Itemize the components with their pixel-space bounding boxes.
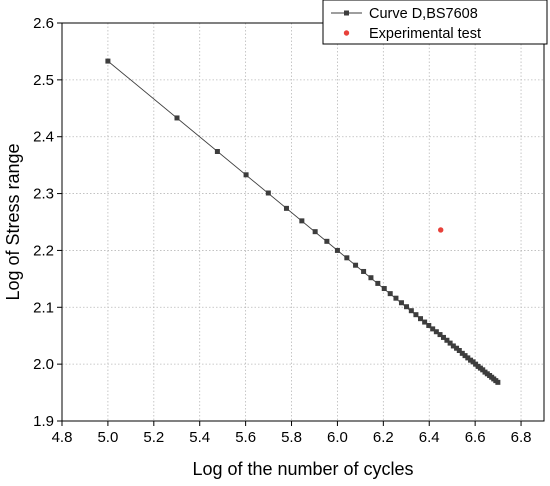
y-axis-ticks: 1.9 2.0 2.1 2.2 2.3 2.4 2.5 2.6 [33, 15, 62, 430]
x-tick-label: 5.6 [235, 429, 256, 446]
curve-d-point [413, 312, 419, 318]
y-tick-label: 2.5 [33, 72, 54, 89]
curve-d-point [456, 347, 462, 353]
x-tick-label: 6.2 [373, 429, 394, 446]
curve-d-point [444, 337, 450, 343]
curve-d-point [422, 319, 428, 325]
y-axis-title: Log of Stress range [3, 143, 23, 300]
curve-d-point [381, 286, 387, 292]
curve-d-point [334, 247, 340, 253]
curve-d-point [433, 329, 439, 335]
series-curve-d-markers [105, 58, 501, 385]
curve-d-point [265, 190, 271, 196]
curve-d-point [214, 148, 220, 154]
y-tick-label: 2.1 [33, 299, 54, 316]
curve-d-point [462, 353, 468, 359]
curve-d-point [324, 238, 330, 244]
x-axis-ticks: 4.8 5.0 5.2 5.4 5.6 5.8 6.0 6.2 6.4 6.6 6.8 [52, 421, 532, 446]
curve-d-point [375, 280, 381, 286]
curve-d-point [299, 218, 305, 224]
series-experimental-points [438, 227, 444, 233]
curve-d-point [174, 115, 180, 121]
curve-d-point [387, 291, 393, 297]
legend-label-experimental: Experimental test [369, 26, 481, 42]
experimental-point [438, 227, 444, 233]
legend-box [322, 0, 548, 45]
legend: Curve D,BS7608 Experimental test [322, 0, 548, 45]
x-tick-label: 6.8 [511, 429, 532, 446]
x-tick-label: 6.0 [327, 429, 348, 446]
curve-d-point [426, 322, 432, 328]
curve-d-point [495, 379, 501, 385]
curve-d-point [418, 316, 424, 322]
curve-d-point [430, 326, 436, 332]
x-axis-title: Log of the number of cycles [192, 459, 413, 479]
x-tick-label: 6.6 [465, 429, 486, 446]
curve-d-point [450, 343, 456, 349]
y-tick-label: 2.4 [33, 129, 54, 146]
curve-d-point [243, 172, 249, 178]
curve-d-point [398, 300, 404, 306]
x-tick-label: 5.2 [143, 429, 164, 446]
y-tick-label: 1.9 [33, 413, 54, 430]
curve-d-point [361, 268, 367, 274]
y-tick-label: 2.3 [33, 186, 54, 203]
curve-d-point [447, 340, 453, 346]
y-tick-label: 2.6 [33, 15, 54, 32]
x-tick-label: 5.4 [189, 429, 210, 446]
curve-d-point [440, 334, 446, 340]
curve-d-point [393, 295, 399, 301]
x-tick-label: 5.8 [281, 429, 302, 446]
curve-d-point [283, 205, 289, 211]
legend-marker-curve-d [344, 10, 349, 16]
curve-d-point [105, 58, 111, 64]
y-tick-label: 2.0 [33, 356, 54, 373]
y-tick-label: 2.2 [33, 242, 54, 259]
curve-d-point [404, 304, 410, 310]
curve-d-point [465, 355, 471, 361]
curve-d-point [408, 308, 414, 314]
curve-d-point [454, 345, 460, 351]
curve-d-point [473, 361, 479, 367]
curve-d-point [468, 357, 474, 363]
legend-marker-experimental [343, 30, 350, 36]
x-tick-label: 5.0 [97, 429, 118, 446]
curve-d-point [312, 229, 318, 235]
curve-d-point [437, 332, 443, 338]
curve-d-point [368, 275, 374, 281]
curve-d-point [344, 255, 350, 261]
plot-frame [61, 22, 545, 422]
legend-label-curve-d: Curve D,BS7608 [369, 6, 478, 22]
curve-d-point [459, 350, 465, 356]
curve-d-point [470, 359, 476, 365]
x-tick-label: 6.4 [419, 429, 440, 446]
x-tick-label: 4.8 [52, 429, 73, 446]
curve-d-point [353, 262, 359, 268]
